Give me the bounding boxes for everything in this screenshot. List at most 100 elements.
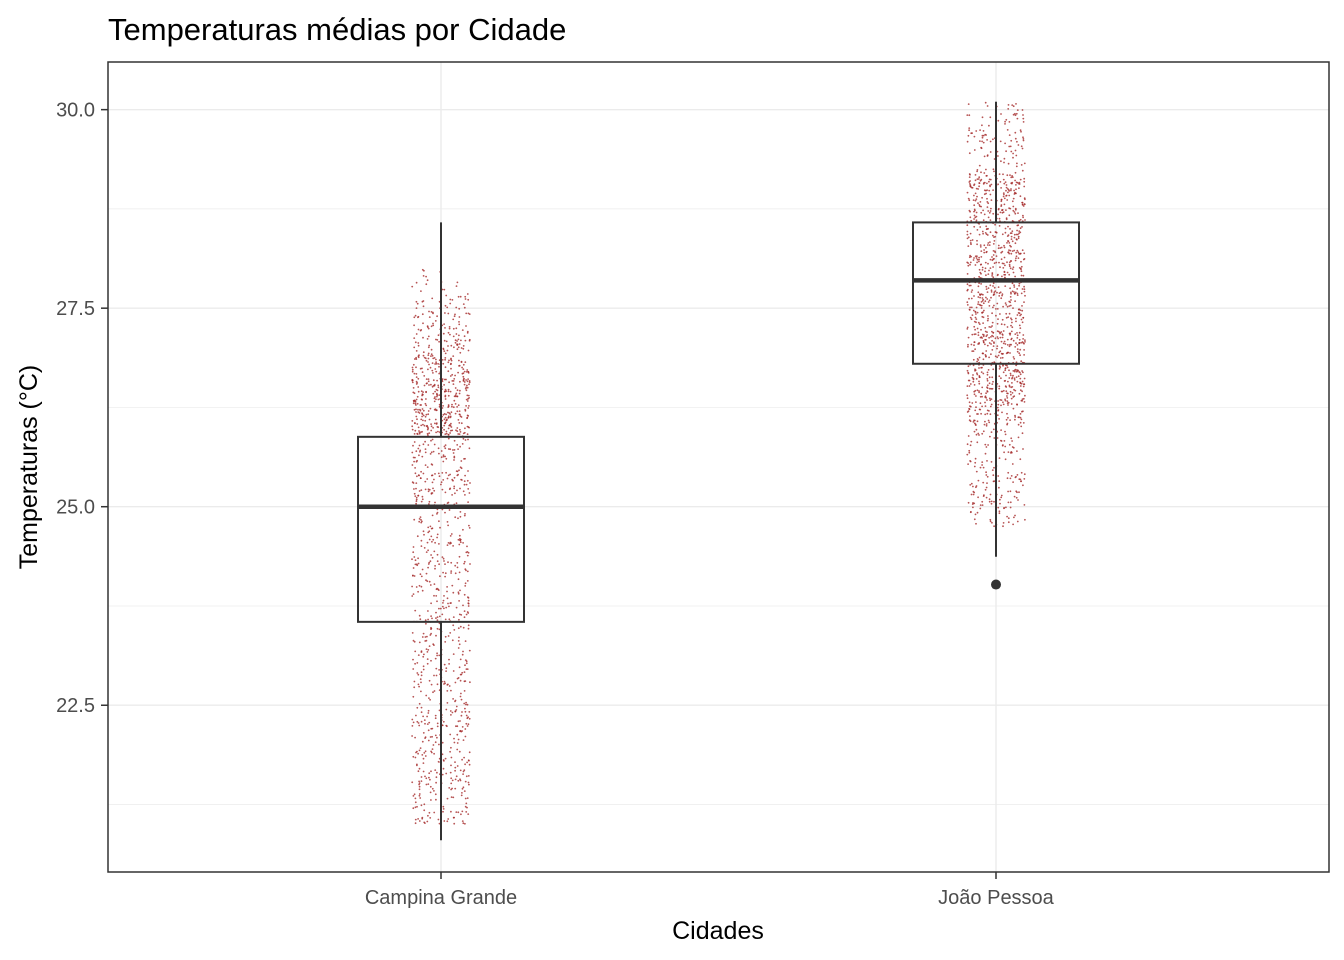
jitter-point — [1019, 377, 1022, 380]
jitter-point — [459, 673, 462, 676]
jitter-point — [992, 258, 995, 261]
jitter-point — [1013, 211, 1016, 213]
jitter-point — [427, 378, 430, 380]
jitter-point — [987, 301, 990, 303]
jitter-point — [1008, 305, 1011, 307]
jitter-point — [465, 371, 468, 373]
jitter-point — [439, 607, 442, 610]
jitter-point — [985, 350, 988, 352]
jitter-point — [440, 456, 443, 459]
jitter-point — [450, 764, 452, 767]
jitter-point — [458, 365, 460, 367]
jitter-point — [979, 140, 981, 143]
jitter-point — [982, 316, 985, 319]
jitter-point — [411, 451, 414, 454]
jitter-point — [435, 388, 438, 391]
jitter-point — [992, 234, 994, 237]
jitter-point — [460, 422, 463, 425]
jitter-point — [992, 285, 994, 287]
jitter-point — [418, 793, 421, 795]
jitter-point — [415, 450, 418, 453]
jitter-point — [981, 134, 984, 137]
jitter-point — [448, 658, 450, 661]
jitter-point — [444, 352, 447, 355]
jitter-point — [457, 433, 460, 435]
jitter-point — [1019, 129, 1022, 132]
iqr-box — [357, 435, 525, 623]
jitter-point — [1022, 138, 1025, 140]
jitter-point — [442, 455, 445, 458]
jitter-point — [987, 242, 990, 244]
jitter-point — [1003, 440, 1006, 442]
jitter-point — [1022, 121, 1025, 123]
jitter-point — [447, 818, 450, 820]
jitter-point — [436, 725, 439, 728]
jitter-point — [447, 501, 450, 504]
jitter-point — [421, 371, 424, 373]
jitter-point — [414, 495, 417, 497]
jitter-point — [425, 783, 428, 786]
jitter-point — [415, 300, 418, 303]
jitter-point — [445, 432, 448, 435]
jitter-point — [428, 384, 430, 386]
jitter-point — [428, 776, 430, 779]
jitter-point — [451, 373, 454, 376]
jitter-point — [1010, 299, 1012, 301]
jitter-point — [972, 485, 974, 488]
jitter-point — [981, 196, 983, 199]
jitter-point — [441, 472, 444, 474]
jitter-point — [973, 393, 976, 396]
jitter-point — [1005, 189, 1007, 192]
jitter-point — [416, 302, 419, 305]
jitter-point — [461, 810, 464, 813]
jitter-point — [466, 570, 469, 573]
jitter-point — [1023, 301, 1025, 303]
jitter-point — [414, 559, 417, 562]
jitter-point — [446, 690, 449, 692]
jitter-point — [993, 466, 995, 469]
jitter-point — [427, 610, 429, 612]
jitter-point — [464, 494, 466, 496]
jitter-point — [424, 451, 427, 454]
jitter-point — [415, 307, 418, 309]
jitter-point — [1016, 337, 1019, 339]
jitter-point — [1012, 271, 1015, 274]
jitter-point — [1016, 380, 1019, 383]
jitter-point — [981, 366, 983, 369]
jitter-point — [444, 304, 447, 307]
jitter-point — [980, 301, 983, 303]
jitter-point — [1002, 192, 1005, 195]
jitter-point — [467, 394, 470, 397]
jitter-point — [1008, 273, 1011, 276]
jitter-point — [417, 654, 420, 656]
jitter-point — [986, 105, 989, 107]
jitter-point — [431, 556, 434, 559]
jitter-point — [453, 449, 456, 451]
jitter-point — [418, 430, 420, 432]
jitter-point — [415, 487, 417, 490]
jitter-point — [1014, 416, 1017, 418]
jitter-point — [456, 489, 458, 492]
jitter-point — [421, 394, 423, 397]
jitter-point — [457, 473, 459, 476]
jitter-point — [418, 788, 421, 791]
jitter-point — [979, 466, 982, 469]
jitter-point — [444, 388, 447, 391]
jitter-point — [1017, 257, 1020, 259]
jitter-point — [426, 541, 429, 544]
jitter-point — [980, 256, 983, 258]
jitter-point — [1004, 430, 1006, 433]
jitter-point — [993, 170, 995, 173]
jitter-point — [463, 562, 465, 565]
jitter-point — [1023, 288, 1026, 291]
jitter-point — [982, 302, 985, 305]
jitter-point — [462, 770, 465, 773]
jitter-point — [449, 542, 451, 545]
jitter-point — [423, 269, 425, 272]
jitter-point — [1018, 342, 1021, 344]
jitter-point — [411, 735, 413, 737]
jitter-point — [1021, 226, 1023, 228]
jitter-point — [989, 435, 991, 438]
jitter-point — [1021, 288, 1024, 290]
jitter-point — [435, 338, 437, 341]
